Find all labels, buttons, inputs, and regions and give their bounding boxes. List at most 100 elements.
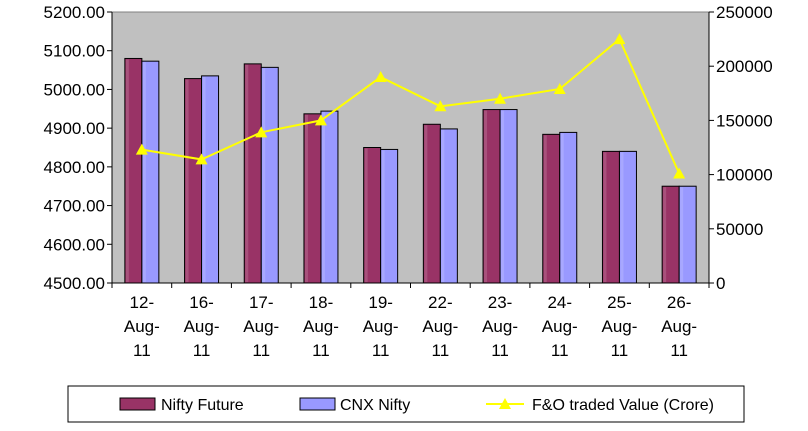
y-right-tick-label: 200000 xyxy=(716,57,773,76)
y-right-tick-label: 100000 xyxy=(716,166,773,185)
x-tick-label-line: 19- xyxy=(368,293,393,312)
x-tick-label: 26- Aug- 11 xyxy=(661,293,697,360)
bar-highlight xyxy=(441,129,445,282)
bar-highlight xyxy=(381,150,385,282)
bar-highlight xyxy=(543,135,547,282)
bar-highlight xyxy=(125,59,129,283)
bar-highlight xyxy=(620,152,624,282)
bar xyxy=(439,128,458,284)
bar xyxy=(542,133,561,284)
legend-item-cnx-nifty: CNX Nifty xyxy=(299,397,410,414)
x-tick-label-line: 11 xyxy=(611,341,629,360)
x-tick-label-line: 11 xyxy=(312,341,330,360)
x-tick-label-line: 11 xyxy=(252,341,270,360)
x-tick-label: 23- Aug- 11 xyxy=(482,293,518,360)
legend-label-fo-traded-value: F&O traded Value (Crore) xyxy=(532,397,714,414)
bars-layer xyxy=(124,57,697,284)
line-point xyxy=(434,100,447,112)
bar xyxy=(601,150,620,284)
line-point xyxy=(255,126,268,138)
x-tick-label-line: Aug- xyxy=(422,317,458,336)
legend-box xyxy=(67,385,745,423)
x-tick-label-line: 17- xyxy=(249,293,274,312)
bar-highlight xyxy=(663,187,667,282)
legend-marker-fo xyxy=(499,398,511,409)
x-tick-label-line: Aug- xyxy=(184,317,220,336)
legend: Nifty Future CNX Nifty F&O traded Value (C… xyxy=(67,385,745,423)
x-tick-label-line: 11 xyxy=(551,341,569,360)
legend-label-cnx-nifty: CNX Nifty xyxy=(340,397,410,414)
bar xyxy=(422,123,441,284)
legend-item-fo-traded-value: F&O traded Value (Crore) xyxy=(486,397,714,414)
bar-highlight xyxy=(321,112,325,282)
bar-highlight xyxy=(142,62,146,282)
line-layer xyxy=(135,33,686,179)
x-tick-label: 25- Aug- 11 xyxy=(601,293,637,360)
x-tick-label-line: 25- xyxy=(607,293,632,312)
bar-highlight xyxy=(185,79,189,283)
x-tick-label-line: Aug- xyxy=(661,317,697,336)
y-right-tick-label: 50000 xyxy=(716,220,763,239)
legend-item-nifty-future: Nifty Future xyxy=(119,397,244,414)
bar-highlight xyxy=(603,152,607,282)
x-tick-label-line: Aug- xyxy=(243,317,279,336)
bar xyxy=(243,63,262,284)
line-point xyxy=(374,71,387,83)
bar xyxy=(559,131,578,284)
bar-highlight xyxy=(560,133,564,282)
y-left-tick-label: 5200.00 xyxy=(44,3,105,22)
x-tick-label-line: Aug- xyxy=(124,317,160,336)
y-left-tick-label: 4500.00 xyxy=(44,274,105,293)
bar xyxy=(482,109,501,284)
y-left-tick-label: 5000.00 xyxy=(44,80,105,99)
bar-highlight xyxy=(262,68,266,283)
line-point xyxy=(314,114,327,126)
x-tick-label-line: 11 xyxy=(193,341,211,360)
axes-layer: 4500.00 4600.00 4700.00 4800.00 4900.00 5000.… xyxy=(44,3,773,360)
x-tick-label-line: Aug- xyxy=(482,317,518,336)
bar xyxy=(124,57,143,284)
bar xyxy=(380,148,399,284)
bar xyxy=(363,147,382,284)
x-tick-label-line: 11 xyxy=(432,341,450,360)
y-right-tick-label: 0 xyxy=(716,274,725,293)
x-tick-label-line: 16- xyxy=(189,293,214,312)
line-point xyxy=(135,143,148,155)
legend-label-nifty-future: Nifty Future xyxy=(161,397,244,414)
x-tick-label-line: Aug- xyxy=(542,317,578,336)
x-tick-label-line: 11 xyxy=(491,341,509,360)
line-point xyxy=(673,167,686,179)
y-left-tick-label: 4800.00 xyxy=(44,158,105,177)
x-tick-label-line: 11 xyxy=(133,341,151,360)
bar-highlight xyxy=(424,125,428,283)
x-tick-label-line: 23- xyxy=(488,293,513,312)
line-fo-traded-value xyxy=(141,37,681,174)
line-point xyxy=(494,92,507,104)
legend-swatch-cnx-nifty xyxy=(299,397,336,411)
bar xyxy=(141,60,160,284)
legend-swatch-nifty-future xyxy=(119,397,156,411)
x-tick-label: 24- Aug- 11 xyxy=(542,293,578,360)
bar-highlight xyxy=(364,148,368,282)
bar-highlight xyxy=(245,64,249,283)
bar xyxy=(260,66,279,284)
x-tick-label-line: Aug- xyxy=(363,317,399,336)
y-left-tick-label: 4600.00 xyxy=(44,235,105,254)
bar-highlight xyxy=(680,187,684,282)
bar xyxy=(201,75,220,284)
line-point xyxy=(613,33,626,45)
x-tick-label: 17- Aug- 11 xyxy=(243,293,279,360)
y-left-tick-label: 4700.00 xyxy=(44,197,105,216)
x-tick-label: 22- Aug- 11 xyxy=(422,293,458,360)
bar xyxy=(184,78,203,284)
bar xyxy=(661,185,680,284)
x-tick-label: 18- Aug- 11 xyxy=(303,293,339,360)
x-tick-label-line: 22- xyxy=(428,293,453,312)
bar xyxy=(320,110,339,284)
bar xyxy=(618,150,637,284)
x-tick-label-line: 11 xyxy=(372,341,390,360)
x-tick-label: 16- Aug- 11 xyxy=(184,293,220,360)
y-left-tick-label: 5100.00 xyxy=(44,42,105,61)
